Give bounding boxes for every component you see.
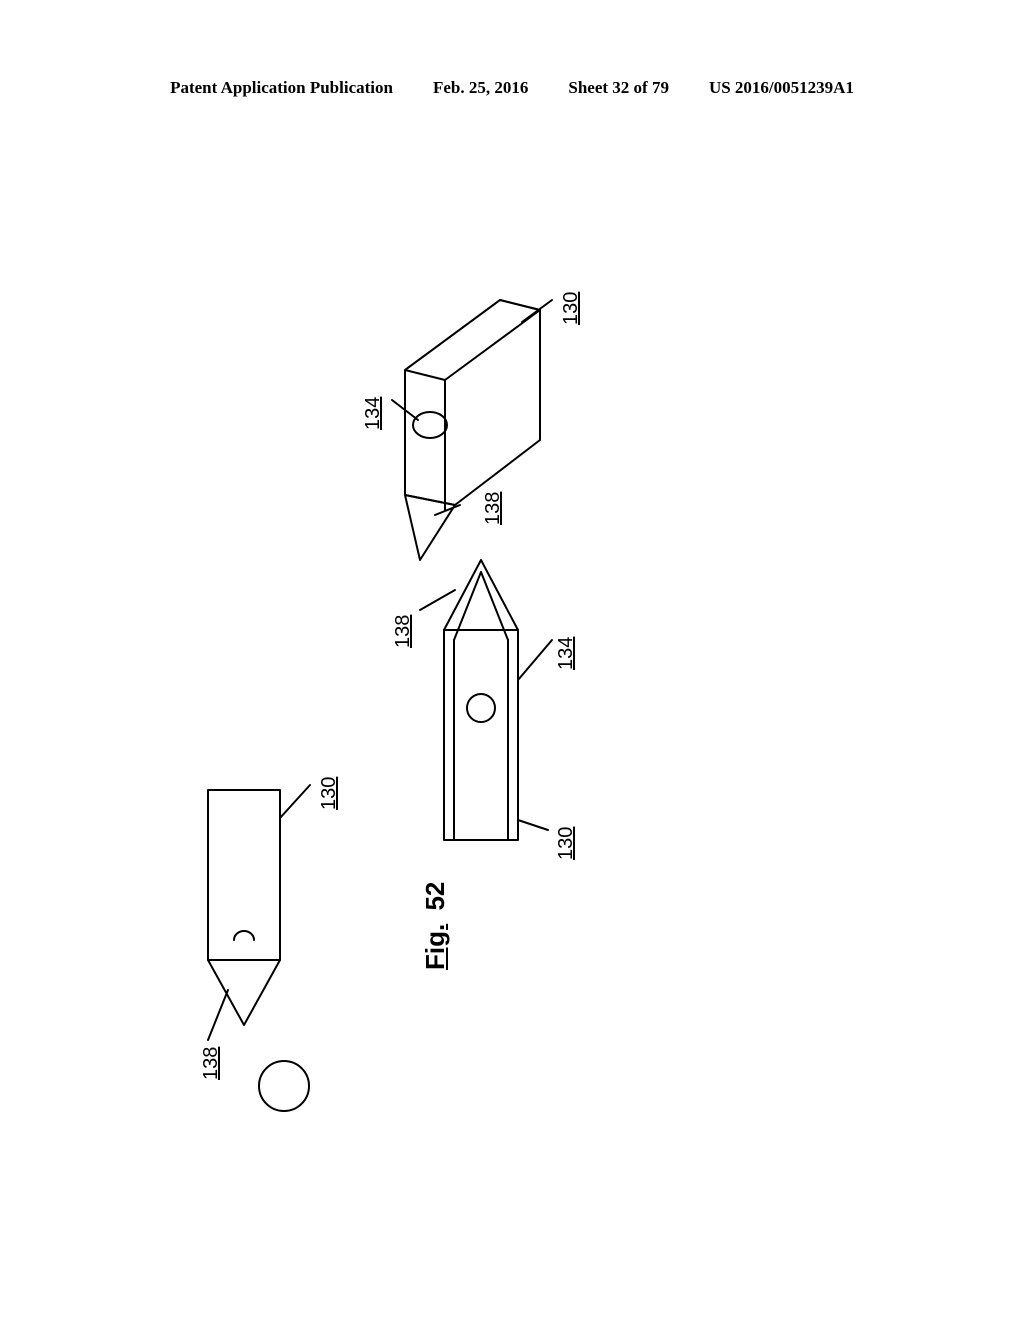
ref-130-iso: 130 bbox=[560, 292, 583, 325]
ref-138-iso: 138 bbox=[482, 492, 505, 525]
figure-svg bbox=[0, 0, 1024, 1320]
ref-130-left: 130 bbox=[318, 777, 341, 810]
figure-label: Fig. 52 bbox=[420, 882, 451, 970]
figure-label-number: 52 bbox=[420, 882, 450, 911]
ref-130-top: 130 bbox=[555, 827, 578, 860]
ref-138-left: 138 bbox=[200, 1047, 223, 1080]
ref-138-top: 138 bbox=[392, 615, 415, 648]
ref-134-iso: 134 bbox=[362, 397, 385, 430]
ref-134-top: 134 bbox=[555, 637, 578, 670]
figure-label-prefix: Fig. bbox=[420, 924, 450, 970]
figure-area: 130 138 130 134 138 130 134 138 Fig. 52 bbox=[0, 0, 1024, 1320]
